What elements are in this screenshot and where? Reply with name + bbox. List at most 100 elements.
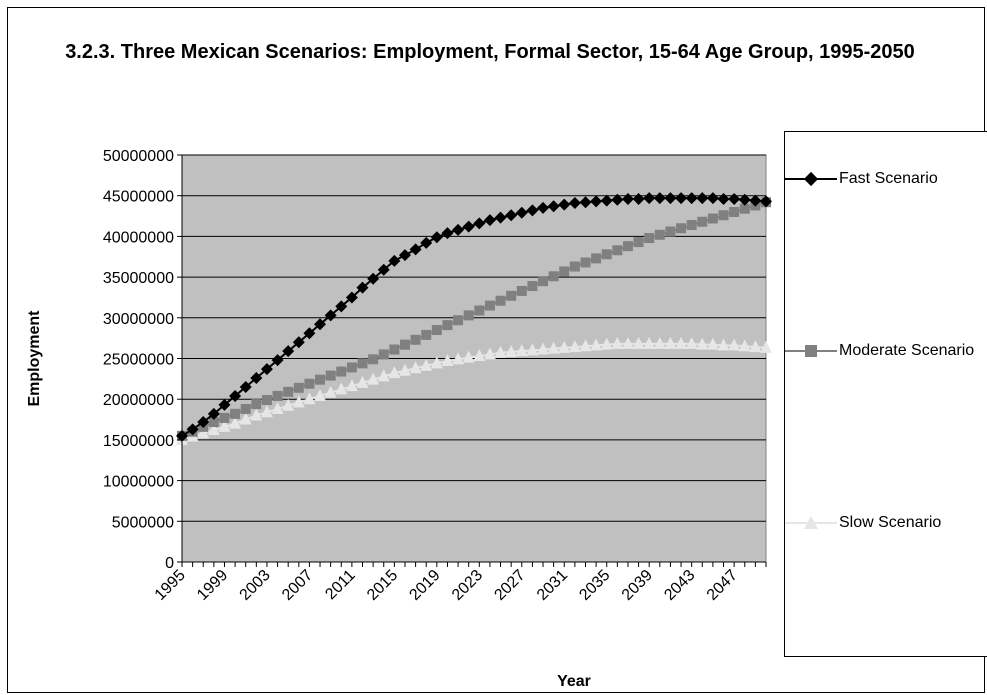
data-point [505,344,518,357]
data-point [643,336,656,349]
data-point [282,345,295,358]
data-point [260,363,273,376]
legend-item-fast: Fast Scenario [785,168,938,192]
x-tick-label: 2019 [406,567,443,604]
data-point [728,192,741,205]
data-point [728,338,741,351]
data-point [452,352,465,365]
data-point [526,343,539,356]
data-point [622,241,633,252]
data-point [239,380,252,393]
data-point [420,358,433,371]
data-point [664,192,677,205]
data-point [621,336,634,349]
data-point [494,345,507,358]
data-point [441,227,454,240]
y-tick-label: 35000000 [103,270,174,287]
data-point [612,245,623,256]
data-point [611,336,624,349]
data-point [229,416,242,429]
legend-label-fast: Fast Scenario [839,170,938,187]
data-point [591,253,602,264]
data-point [388,366,401,379]
data-point [272,390,283,401]
data-point [600,194,613,207]
y-tick-label: 45000000 [103,189,174,206]
data-point [537,201,550,214]
data-point [568,197,581,210]
data-point [506,290,517,301]
x-tick-label: 2039 [619,567,656,604]
data-point [558,198,571,211]
data-point [324,385,337,398]
data-point [664,336,677,349]
data-point [271,401,284,414]
data-point [483,214,496,227]
data-point [505,209,518,222]
data-point [421,329,432,340]
y-tick-label: 50000000 [103,148,174,165]
data-point [207,407,220,420]
data-point [314,318,327,331]
data-point [559,266,570,277]
data-point [717,338,730,351]
data-point [686,220,697,231]
data-point [473,217,486,230]
legend-item-moderate: Moderate Scenario [785,340,979,364]
legend-key-fast [785,171,837,187]
data-point [632,192,645,205]
data-point [230,408,241,419]
data-point [696,192,709,205]
data-point [653,336,666,349]
data-point [239,412,252,425]
data-point [654,229,665,240]
y-tick-label: 25000000 [103,352,174,369]
data-point [675,192,688,205]
data-point [335,382,348,395]
data-point [601,249,612,260]
data-point [738,193,751,206]
data-point [251,399,262,410]
x-tick-label: 2003 [237,567,274,604]
data-point [229,389,242,402]
y-tick-label: 40000000 [103,229,174,246]
data-point [697,216,708,227]
data-point [303,392,316,405]
data-point [685,336,698,349]
data-point [218,398,231,411]
data-point [197,415,210,428]
data-point [250,372,263,385]
data-point [760,195,772,208]
data-point [389,344,400,355]
data-point [388,254,401,267]
x-tick-label: 2007 [279,567,316,604]
data-point [346,362,357,373]
data-point [197,426,210,439]
data-point [409,243,422,256]
data-point [515,344,528,357]
x-tick-label: 2015 [364,567,401,604]
data-point [644,233,655,244]
legend-key-slow [785,516,837,529]
data-point [579,196,592,209]
data-point [304,378,315,389]
data-point [538,276,549,287]
data-point [430,231,443,244]
data-point [696,337,709,350]
series-moderate-scenario [177,197,771,441]
data-point [283,386,294,397]
data-point [515,206,528,219]
data-point [398,249,411,262]
data-point [474,305,485,316]
x-tick-label: 2043 [661,567,698,604]
data-point [293,382,304,393]
data-point [186,423,199,436]
series-group [176,192,772,445]
data-point [367,372,380,385]
x-tick-label: 1999 [194,567,231,604]
y-tick-label: 30000000 [103,311,174,328]
data-point [749,340,762,353]
y-tick-label: 5000000 [112,514,174,531]
data-point [600,337,613,350]
